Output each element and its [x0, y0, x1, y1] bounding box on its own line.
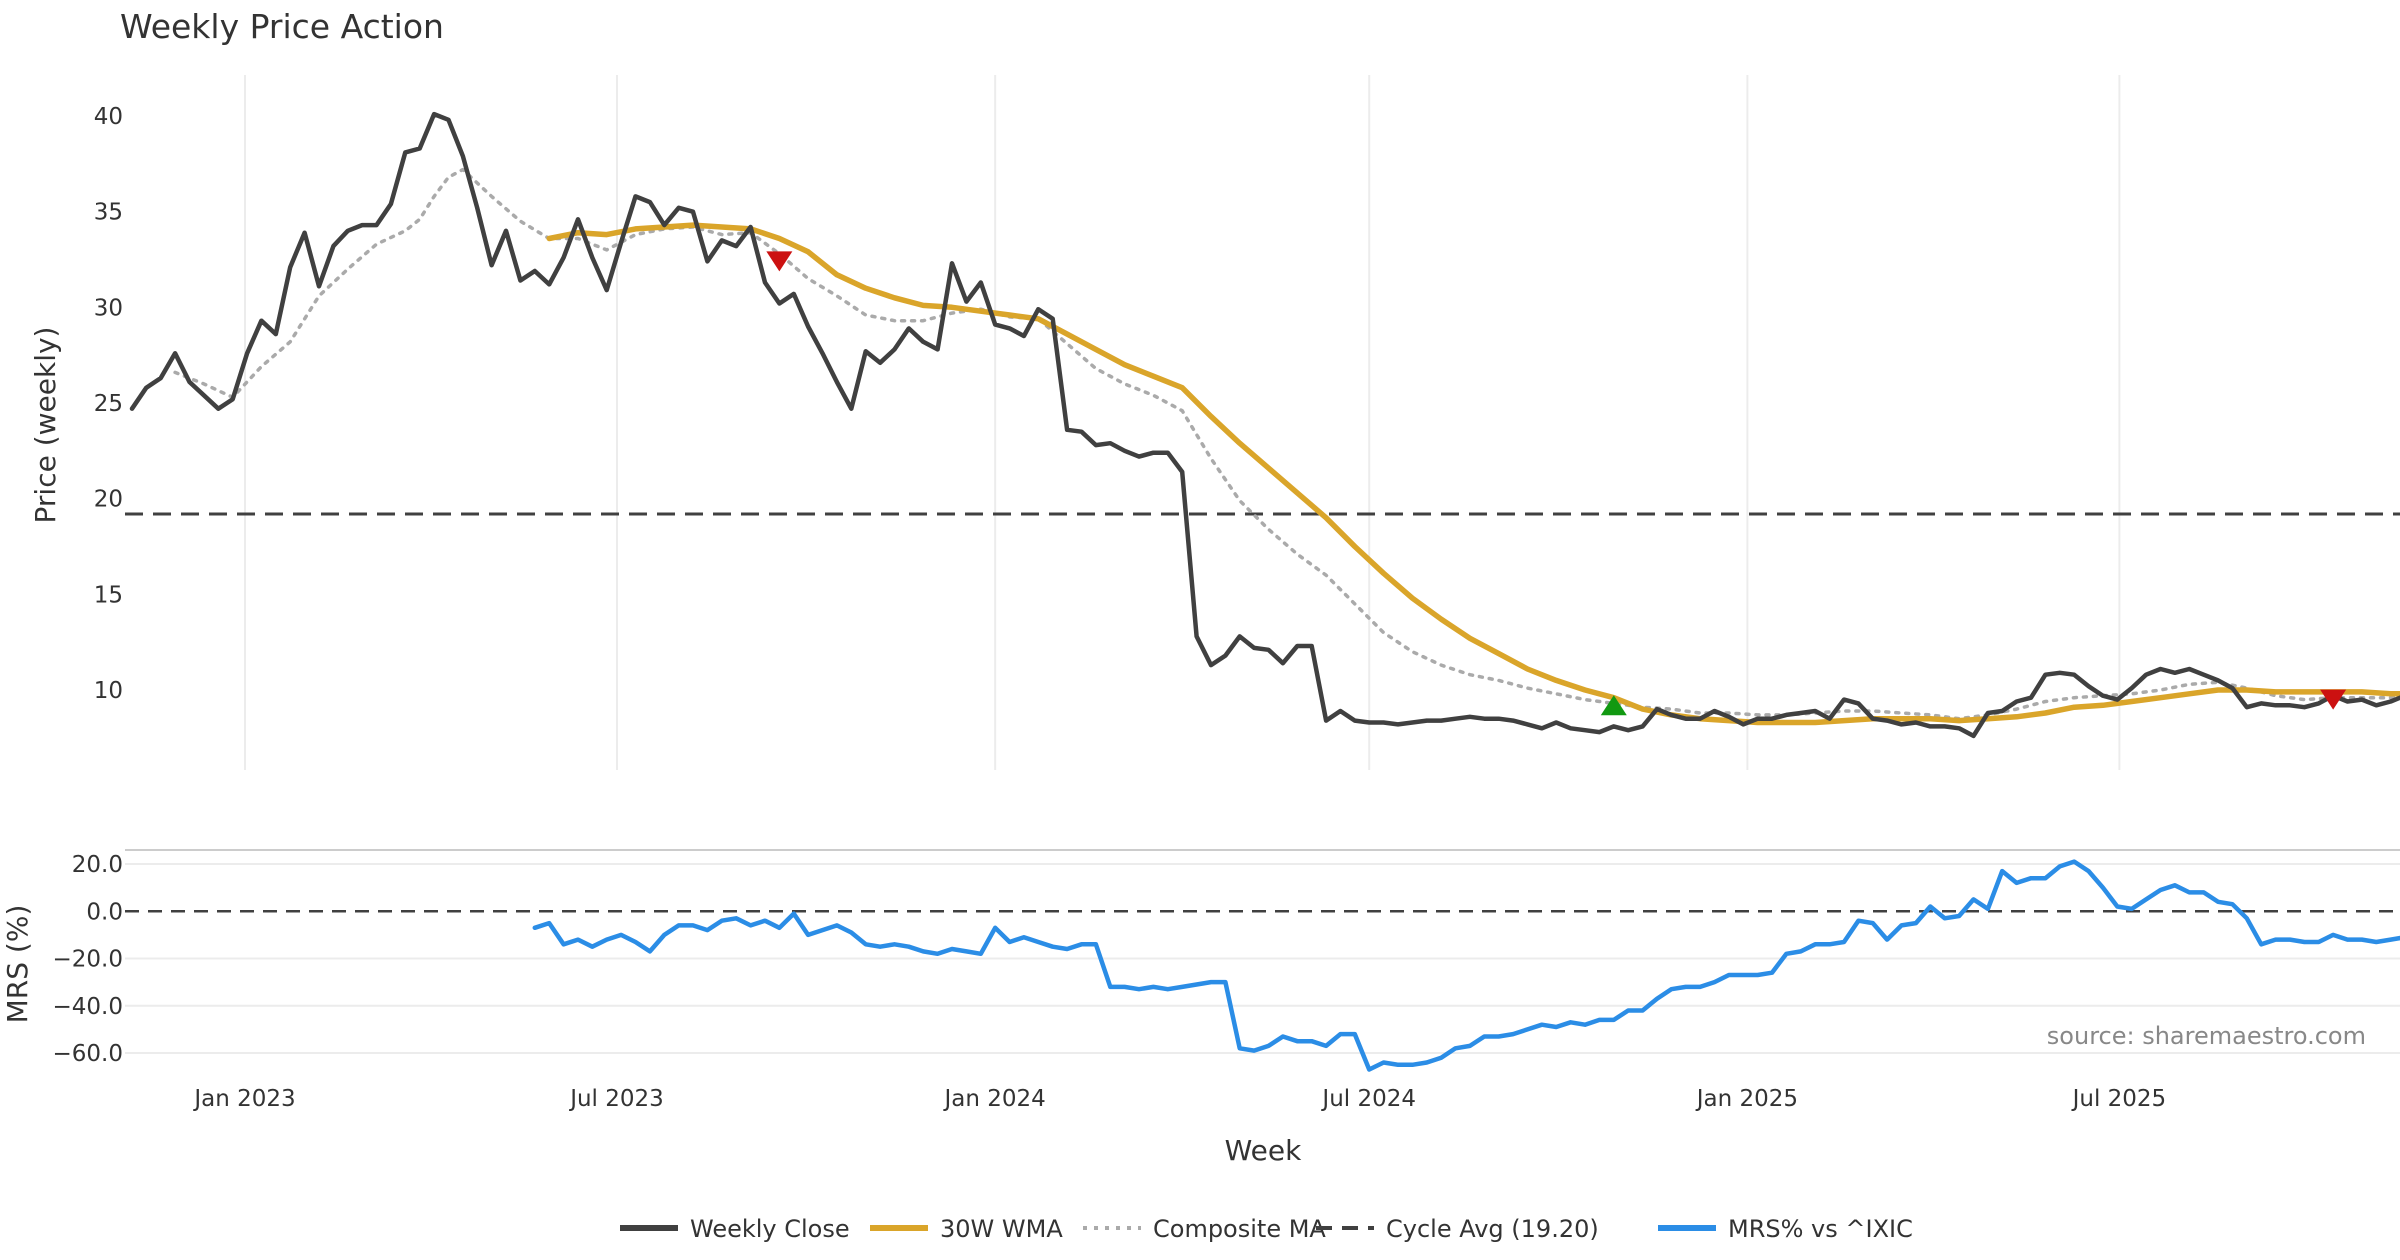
price-y-tick-label: 10: [94, 678, 123, 704]
price-y-tick-label: 20: [94, 487, 123, 513]
price-y-tick-label: 15: [94, 582, 123, 608]
price-y-tick-label: 25: [94, 391, 123, 417]
price-y-tick-label: 30: [94, 295, 123, 321]
x-tick-label: Jan 2023: [192, 1086, 295, 1112]
legend-label: Composite MA: [1153, 1215, 1326, 1243]
mrs-line: [532, 859, 2400, 1072]
x-tick-label: Jan 2024: [943, 1086, 1046, 1112]
x-tick-label: Jan 2025: [1695, 1086, 1798, 1112]
legend: Weekly Close 30W WMA Composite MA Cycle Avg…: [620, 1215, 1913, 1243]
x-axis-label: Week: [1225, 1134, 1302, 1167]
mrs-y-tick-label: −60.0: [53, 1041, 123, 1067]
buy-signal-marker: [1600, 695, 1627, 716]
weekly-close-line: [129, 111, 2400, 739]
price-y-tick-label: 35: [94, 200, 123, 226]
price-y-axis-label: Price (weekly): [29, 327, 62, 524]
price-series: [125, 111, 2400, 739]
mrs-y-tick-label: −40.0: [53, 994, 123, 1020]
mrs-y-tick-label: 20.0: [72, 852, 123, 878]
chart-title: Weekly Price Action: [120, 7, 444, 46]
price-grid: [244, 75, 2121, 770]
composite-ma-line: [173, 167, 2400, 721]
sell-signal-marker: [766, 251, 793, 272]
sell-signal-marker: [2320, 689, 2347, 710]
x-ticks: Jan 2023 Jul 2023 Jan 2024 Jul 2024 Jan 2025…: [192, 1086, 2166, 1112]
legend-label: Weekly Close: [690, 1215, 850, 1243]
mrs-y-tick-label: 0.0: [86, 899, 123, 925]
signal-markers: [766, 251, 2347, 716]
mrs-series: [125, 859, 2400, 1072]
mrs-grid: [125, 849, 2400, 1054]
price-y-tick-label: 40: [94, 104, 123, 130]
x-tick-label: Jul 2024: [1320, 1086, 1416, 1112]
mrs-y-ticks: 20.0 0.0 −20.0 −40.0 −60.0: [53, 852, 123, 1067]
source-annotation: source: sharemaestro.com: [2047, 1022, 2366, 1050]
mrs-y-tick-label: −20.0: [53, 947, 123, 973]
legend-label: Cycle Avg (19.20): [1386, 1215, 1599, 1243]
legend-label: MRS% vs ^IXIC: [1728, 1215, 1913, 1243]
x-tick-label: Jul 2025: [2071, 1086, 2167, 1112]
price-y-ticks: 10 15 20 25 30 35 40: [94, 104, 123, 704]
x-tick-label: Jul 2023: [568, 1086, 664, 1112]
legend-label: 30W WMA: [940, 1215, 1063, 1243]
wma-30w-line: [546, 222, 2400, 726]
mrs-y-axis-label: MRS (%): [1, 905, 34, 1024]
